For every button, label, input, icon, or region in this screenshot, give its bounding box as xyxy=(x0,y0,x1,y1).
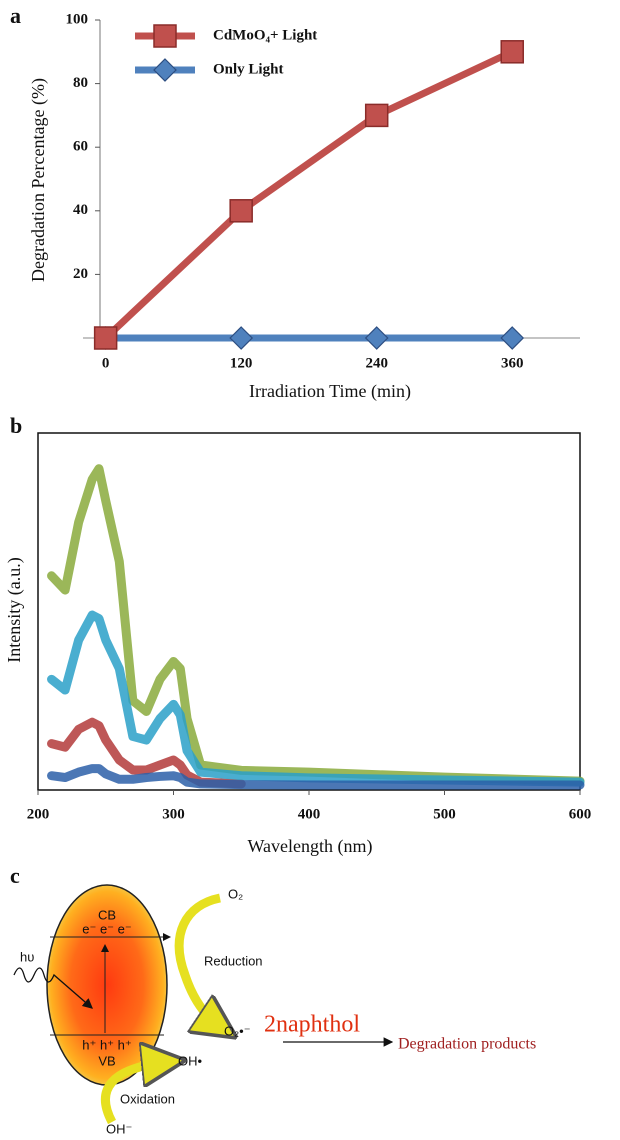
y-tick-label: 60 xyxy=(73,139,88,155)
hydroxyl-radical: OH• xyxy=(178,1053,203,1068)
legend-label: CdMoO₄+ Light xyxy=(213,27,317,43)
panel-label: c xyxy=(10,863,20,888)
light-label: hυ xyxy=(20,949,34,964)
marker xyxy=(500,326,525,350)
x-tick-label: 0 xyxy=(102,355,110,371)
panel-label: a xyxy=(10,3,21,28)
oxygen: O₂ xyxy=(228,886,243,901)
y-axis-label: Intensity (a.u.) xyxy=(4,557,25,662)
series-line xyxy=(47,717,246,789)
marker xyxy=(229,326,254,350)
marker xyxy=(93,326,118,350)
series-line xyxy=(47,610,585,787)
cb-label: CB xyxy=(98,907,116,922)
oxidation-arrow xyxy=(100,1062,168,1125)
y-tick-label: 80 xyxy=(73,75,88,91)
hydroxide: OH⁻ xyxy=(106,1121,132,1136)
y-tick-label: 20 xyxy=(73,266,88,282)
marker xyxy=(229,199,253,223)
light-wave xyxy=(13,967,93,1009)
reduction-arrow xyxy=(174,893,222,1028)
y-tick-label: 100 xyxy=(66,11,89,27)
series-line xyxy=(47,464,585,786)
marker xyxy=(364,326,389,350)
legend-label: Only Light xyxy=(213,61,283,77)
x-tick-label: 360 xyxy=(501,355,524,371)
marker xyxy=(153,24,177,48)
marker xyxy=(500,40,524,64)
y-tick-label: 40 xyxy=(73,202,88,218)
oxidation: Oxidation xyxy=(120,1091,175,1106)
x-tick-label: 400 xyxy=(298,806,321,822)
diagram: c CB e⁻ e⁻ e⁻ hυ h⁺ h⁺ h⁺ VB O₂ Reductio… xyxy=(10,863,536,1136)
x-tick-label: 200 xyxy=(27,806,50,822)
electrons: e⁻ e⁻ e⁻ xyxy=(82,921,132,936)
marker xyxy=(153,58,177,82)
x-tick-label: 500 xyxy=(433,806,456,822)
superoxide: O₂•⁻ xyxy=(224,1023,251,1038)
plot-frame xyxy=(37,432,581,791)
panel-label: b xyxy=(10,413,22,438)
x-axis-label: Wavelength (nm) xyxy=(247,836,372,857)
vb-label: VB xyxy=(98,1053,115,1068)
products: Degradation products xyxy=(398,1036,536,1053)
reduction: Reduction xyxy=(204,953,263,968)
pollutant: 2naphthol xyxy=(264,1012,360,1038)
marker xyxy=(364,103,389,128)
series-line xyxy=(47,764,585,790)
y-axis-label: Degradation Percentage (%) xyxy=(28,78,49,282)
holes: h⁺ h⁺ h⁺ xyxy=(82,1037,132,1052)
series-line xyxy=(102,48,516,342)
x-tick-label: 300 xyxy=(162,806,185,822)
x-axis-label: Irradiation Time (min) xyxy=(249,381,411,402)
x-tick-label: 600 xyxy=(569,806,592,822)
x-tick-label: 240 xyxy=(365,355,388,371)
x-tick-label: 120 xyxy=(230,355,253,371)
